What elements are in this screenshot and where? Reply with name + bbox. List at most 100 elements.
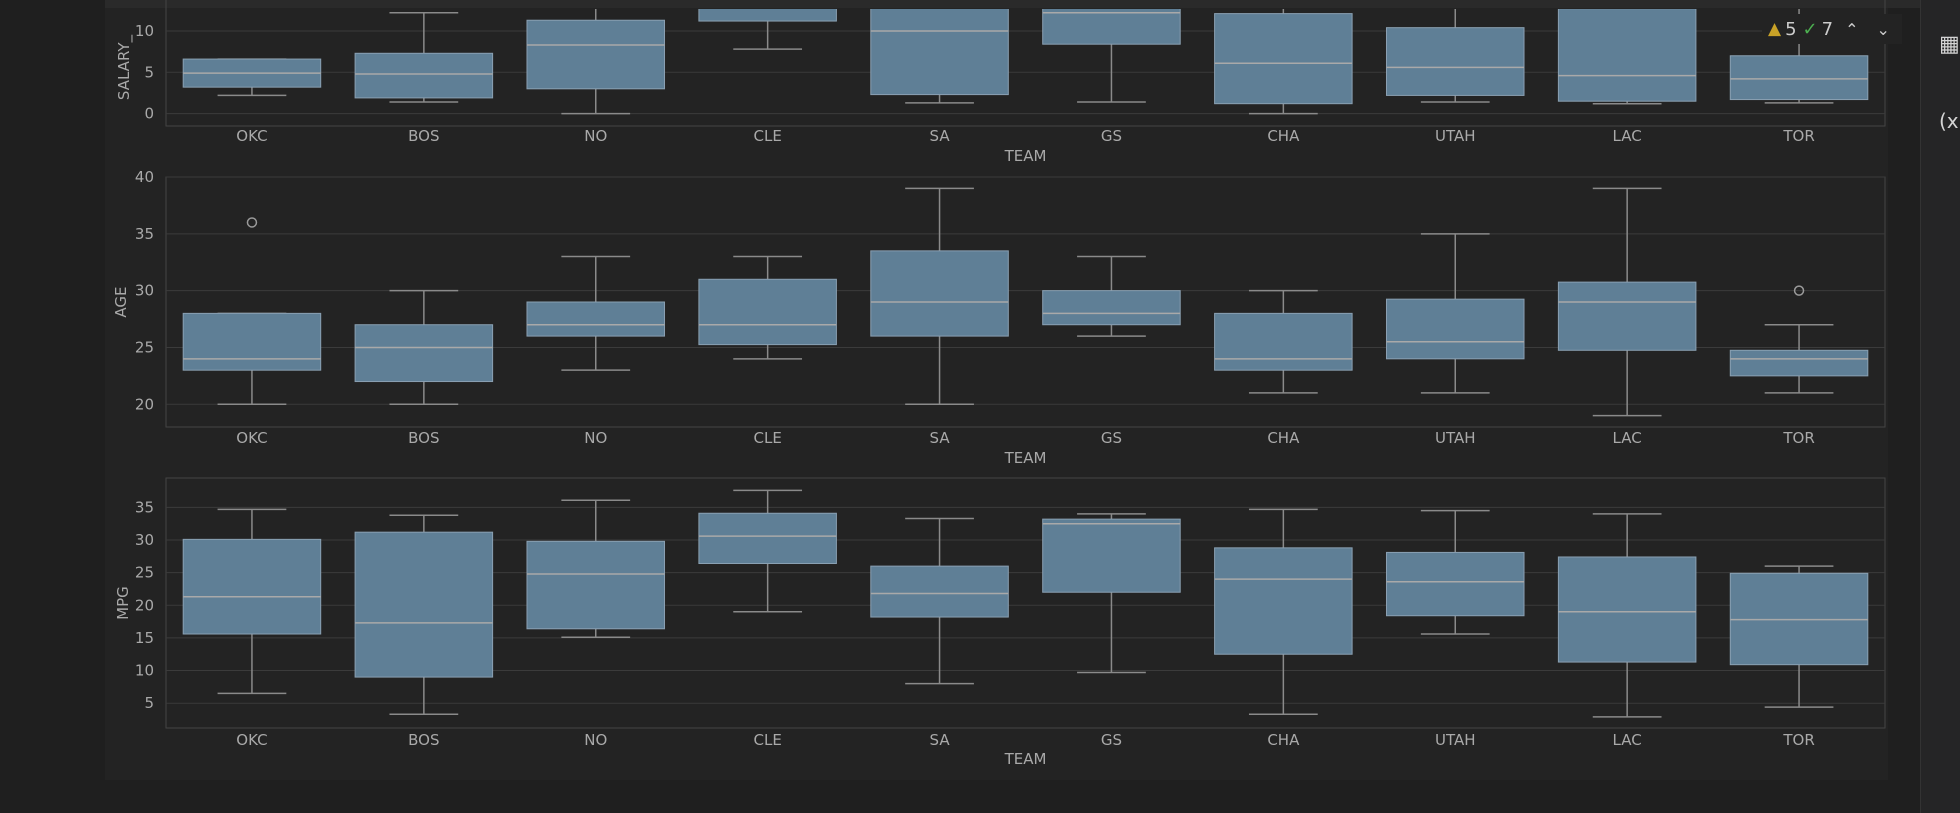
outlier-point (1793, 285, 1805, 296)
x-tick-label: OKC (236, 127, 267, 145)
box-gs (1042, 290, 1181, 326)
box-group (182, 187, 1869, 417)
warning-count: 5 (1785, 18, 1797, 40)
x-tick-label: GS (1101, 127, 1122, 145)
y-tick-label: 25 (135, 338, 154, 356)
x-tick-label: BOS (408, 731, 439, 749)
box-cha (1214, 312, 1353, 371)
y-axis-label: SALARY_ (115, 34, 134, 100)
x-tick-label: SA (930, 731, 951, 749)
box-tor (1729, 55, 1869, 101)
x-tick-label: GS (1101, 429, 1122, 447)
plot-frame (165, 477, 1886, 729)
box-utah (1385, 27, 1525, 96)
table-view-icon[interactable]: ▦ (1939, 32, 1960, 57)
box-okc (182, 538, 322, 635)
x-axis-label: TEAM (1004, 147, 1047, 165)
box-lac (1557, 556, 1697, 663)
diagnostics-widget: ▲ 5 ✓ 7 ⌃ ⌄ (1762, 14, 1902, 44)
box-okc (182, 312, 322, 371)
x-tick-label: OKC (236, 429, 267, 447)
box-bos (354, 324, 494, 383)
editor-scroll-gutter[interactable] (1888, 8, 1920, 813)
x-tick-label: UTAH (1435, 731, 1476, 749)
box-lac (1557, 281, 1697, 351)
box-utah (1385, 551, 1525, 617)
x-tick-label: UTAH (1435, 429, 1476, 447)
box-no (526, 301, 666, 337)
box-sa (870, 9, 1009, 96)
x-tick-label: CHA (1267, 429, 1300, 447)
plot-frame (165, 0, 1886, 127)
x-axis-label: TEAM (1004, 449, 1047, 467)
chart-panel-mpg: 5 10 15 20 25 30 35 MPG OKC BOS NO CLE SA GS CHA UTAH LA… (114, 477, 1886, 768)
chevron-down-icon[interactable]: ⌄ (1876, 19, 1890, 39)
x-tick-label: CLE (753, 127, 781, 145)
chevron-up-icon[interactable]: ⌃ (1845, 19, 1859, 39)
x-tick-label: BOS (408, 429, 439, 447)
box-bos (354, 531, 494, 678)
box-sa (870, 565, 1009, 618)
checks-indicator[interactable]: ✓ 7 (1803, 19, 1834, 40)
box-bos (354, 52, 494, 99)
check-count: 7 (1821, 18, 1834, 40)
variables-icon[interactable]: (x (1939, 109, 1959, 133)
box-group (182, 9, 1869, 115)
x-tick-label: NO (584, 127, 607, 145)
warning-triangle-icon: ▲ (1768, 19, 1782, 39)
x-tick-label: CHA (1267, 127, 1300, 145)
box-group (182, 489, 1869, 718)
x-tick-label: TOR (1782, 127, 1814, 145)
box-cle (698, 9, 837, 22)
y-tick-label: 10 (135, 662, 154, 680)
chart-panel-age: 20 25 30 35 40 AGE OKC BOS NO CLE SA GS CHA UTAH LAC TO… (112, 168, 1886, 467)
activity-side-bar: ▦ (x (1920, 0, 1960, 813)
spell-check-icon: ✓ (1802, 18, 1818, 40)
y-tick-label: 25 (135, 564, 154, 582)
y-axis-label: AGE (112, 286, 130, 317)
box-gs (1042, 518, 1181, 593)
box-utah (1385, 298, 1525, 360)
outlier-point (246, 217, 258, 228)
box-cha (1214, 13, 1353, 105)
box-cle (698, 512, 837, 565)
x-tick-label: TOR (1782, 429, 1814, 447)
y-tick-label: 5 (144, 694, 154, 712)
y-tick-label: 30 (135, 282, 154, 300)
x-tick-label: GS (1101, 731, 1122, 749)
box-lac (1557, 9, 1697, 102)
y-tick-label: 20 (135, 395, 154, 413)
x-tick-label: CLE (753, 731, 781, 749)
x-tick-label: SA (930, 127, 951, 145)
y-tick-label: 35 (135, 225, 154, 243)
x-tick-label: OKC (236, 731, 267, 749)
x-tick-label: NO (584, 731, 607, 749)
box-cha (1214, 547, 1353, 655)
y-axis-label: MPG (114, 586, 132, 620)
box-no (526, 19, 666, 90)
y-tick-label: 5 (144, 63, 154, 81)
y-tick-label: 10 (135, 22, 154, 40)
x-tick-label: CLE (753, 429, 781, 447)
x-axis-label: TEAM (1004, 750, 1047, 768)
x-tick-label: UTAH (1435, 127, 1476, 145)
x-tick-label: BOS (408, 127, 439, 145)
chart-panel-salary: 051015SALARY_OKCBOSNOCLESAGSCHAUTAHLACTO… (115, 0, 1886, 165)
cell-gutter (0, 0, 105, 813)
box-no (526, 540, 666, 630)
x-tick-label: LAC (1613, 127, 1642, 145)
y-tick-label: 35 (135, 498, 154, 516)
box-cle (698, 278, 837, 346)
y-tick-label: 20 (135, 596, 154, 614)
x-tick-label: SA (930, 429, 951, 447)
box-tor (1729, 349, 1869, 377)
x-tick-label: TOR (1782, 731, 1814, 749)
warnings-indicator[interactable]: ▲ 5 (1768, 19, 1797, 40)
x-tick-label: NO (584, 429, 607, 447)
box-sa (870, 250, 1009, 337)
x-tick-label: LAC (1613, 731, 1642, 749)
y-tick-label: 40 (135, 168, 154, 186)
x-tick-label: CHA (1267, 731, 1300, 749)
